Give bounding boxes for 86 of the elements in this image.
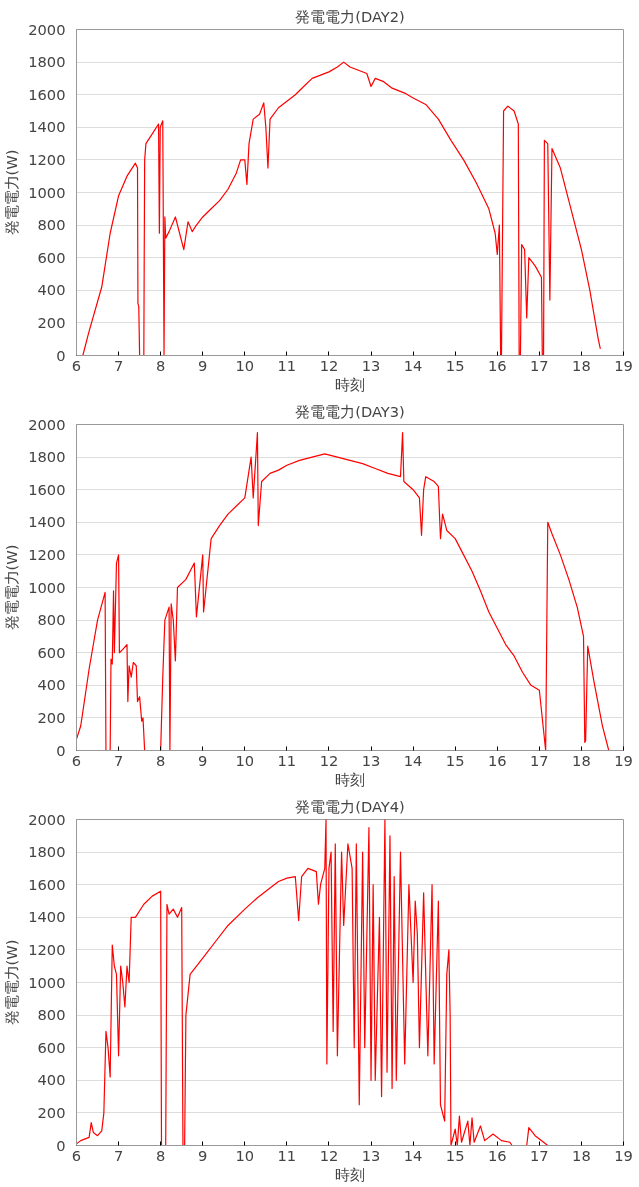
x-tick-label: 15 (445, 356, 465, 374)
y-tick-label: 1800 (28, 53, 66, 71)
x-tick-label: 10 (235, 1146, 255, 1164)
y-tick-label: 200 (37, 708, 66, 726)
x-tick-label: 8 (155, 751, 166, 769)
y-tick-label: 600 (37, 1038, 66, 1056)
x-tick-label: 16 (487, 1146, 507, 1164)
y-tick-label: 1200 (28, 545, 66, 563)
x-tick-label: 14 (403, 751, 423, 769)
y-tick-label: 0 (56, 741, 66, 759)
x-axis-title: 時刻 (335, 375, 365, 393)
y-tick-label: 1000 (28, 183, 66, 201)
x-tick-label: 12 (319, 356, 339, 374)
y-tick-label: 1800 (28, 843, 66, 861)
x-tick-label: 13 (361, 751, 381, 769)
x-tick-label: 9 (198, 356, 208, 374)
x-tick-label: 14 (403, 1146, 423, 1164)
y-tick-label: 400 (37, 676, 66, 694)
y-tick-label: 0 (56, 1136, 66, 1154)
y-tick-label: 1400 (28, 118, 66, 136)
chart-title: 発電電力(DAY4) (295, 797, 405, 815)
y-tick-label: 1800 (28, 448, 66, 466)
x-tick-label: 11 (277, 1146, 297, 1164)
y-tick-label: 2000 (28, 20, 66, 38)
x-tick-label: 15 (445, 751, 465, 769)
y-tick-label: 2000 (28, 810, 66, 828)
y-tick-label: 2000 (28, 415, 66, 433)
x-tick-label: 7 (113, 356, 124, 374)
y-tick-label: 1000 (28, 973, 66, 991)
x-tick-label: 15 (445, 1146, 465, 1164)
line-series (82, 61, 601, 356)
x-tick-label: 19 (614, 356, 633, 374)
y-tick-label: 200 (37, 1103, 66, 1121)
x-tick-label: 19 (614, 1146, 633, 1164)
y-tick-label: 600 (37, 248, 66, 266)
y-tick-label: 1400 (28, 513, 66, 531)
x-tick-label: 6 (71, 356, 82, 374)
x-tick-label: 9 (198, 1146, 208, 1164)
y-tick-label: 800 (37, 611, 66, 629)
x-tick-label: 12 (319, 1146, 339, 1164)
y-tick-label: 1400 (28, 908, 66, 926)
x-tick-label: 19 (614, 751, 633, 769)
x-tick-label: 18 (572, 1146, 591, 1164)
x-tick-label: 18 (572, 356, 591, 374)
x-tick-label: 17 (530, 1146, 549, 1164)
y-tick-label: 1200 (28, 150, 66, 168)
y-tick-label: 400 (37, 1071, 66, 1089)
y-tick-label: 1600 (28, 875, 66, 893)
x-tick-label: 8 (155, 356, 166, 374)
x-tick-label: 8 (155, 1146, 166, 1164)
y-tick-label: 1000 (28, 578, 66, 596)
x-tick-label: 6 (71, 1146, 82, 1164)
x-tick-label: 10 (235, 356, 255, 374)
y-axis-title: 発電電力(W) (3, 544, 21, 631)
y-axis-title: 発電電力(W) (3, 149, 21, 236)
y-axis-title: 発電電力(W) (3, 939, 21, 1026)
y-tick-label: 600 (37, 643, 66, 661)
chart-title: 発電電力(DAY3) (295, 402, 405, 420)
x-tick-label: 7 (113, 1146, 124, 1164)
y-tick-label: 1200 (28, 940, 66, 958)
y-tick-label: 200 (37, 313, 66, 331)
x-axis-title: 時刻 (335, 1165, 365, 1183)
x-tick-label: 6 (71, 751, 82, 769)
x-tick-label: 16 (487, 356, 507, 374)
y-tick-label: 400 (37, 281, 66, 299)
x-tick-label: 18 (572, 751, 591, 769)
line-series (76, 432, 610, 751)
x-tick-label: 11 (277, 751, 297, 769)
chart-title: 発電電力(DAY2) (295, 7, 405, 25)
x-tick-label: 14 (403, 356, 423, 374)
x-tick-label: 12 (319, 751, 339, 769)
y-tick-label: 0 (56, 346, 66, 364)
x-tick-label: 9 (198, 751, 208, 769)
x-tick-label: 17 (530, 751, 549, 769)
x-tick-label: 11 (277, 356, 297, 374)
y-tick-label: 1600 (28, 480, 66, 498)
x-tick-label: 16 (487, 751, 507, 769)
y-tick-label: 800 (37, 216, 66, 234)
x-tick-label: 17 (530, 356, 549, 374)
y-tick-label: 800 (37, 1006, 66, 1024)
x-tick-label: 7 (113, 751, 124, 769)
x-axis-title: 時刻 (335, 770, 365, 788)
x-tick-label: 13 (361, 1146, 381, 1164)
x-tick-label: 13 (361, 356, 381, 374)
x-tick-label: 10 (235, 751, 255, 769)
y-tick-label: 1600 (28, 85, 66, 103)
